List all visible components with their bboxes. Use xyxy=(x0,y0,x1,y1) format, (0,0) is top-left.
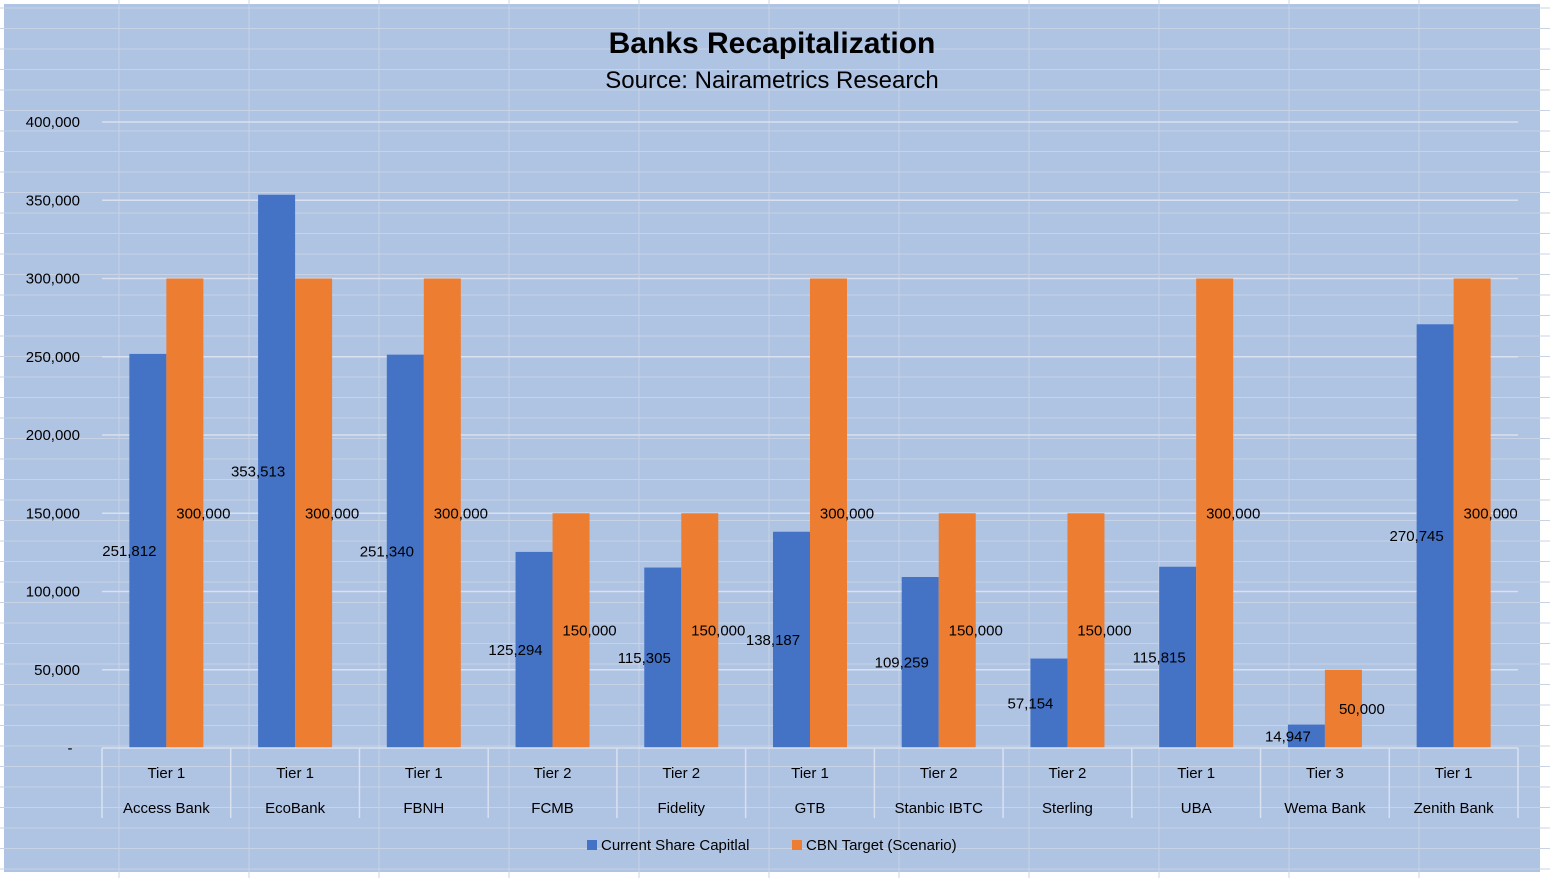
data-label: 14,947 xyxy=(1265,728,1311,745)
category-label: FBNH xyxy=(403,800,444,817)
legend-swatch xyxy=(587,840,597,850)
data-label: 109,259 xyxy=(875,655,929,672)
y-tick-label: 300,000 xyxy=(26,271,80,288)
category-label: Zenith Bank xyxy=(1414,800,1495,817)
data-label: 125,294 xyxy=(488,642,542,659)
data-label: 138,187 xyxy=(746,632,800,649)
data-label: 300,000 xyxy=(820,505,874,522)
bar-cbn-target xyxy=(166,278,204,748)
bar-cbn-target xyxy=(552,513,590,748)
category-group-label: Tier 1 xyxy=(276,765,314,782)
bar-cbn-target xyxy=(1324,669,1362,748)
data-label: 300,000 xyxy=(1206,505,1260,522)
category-group-label: Tier 1 xyxy=(791,765,829,782)
y-tick-label: - xyxy=(68,740,73,757)
data-label: 353,513 xyxy=(231,463,285,480)
y-tick-label: 200,000 xyxy=(26,427,80,444)
category-group-label: Tier 1 xyxy=(1435,765,1473,782)
x-axis: Tier 1 Access Bank Tier 1 EcoBank Tier 1 FBNH… xyxy=(101,747,1519,818)
bar-current-share-capital xyxy=(644,567,682,748)
bar-cbn-target xyxy=(1067,513,1105,748)
data-label: 270,745 xyxy=(1390,528,1444,545)
category-group-label: Tier 3 xyxy=(1306,765,1344,782)
category-group-label: Tier 2 xyxy=(920,765,958,782)
data-label: 150,000 xyxy=(1077,623,1131,640)
legend-label: Current Share Capitlal xyxy=(601,837,749,854)
data-label: 300,000 xyxy=(1464,505,1518,522)
bar-current-share-capital xyxy=(1287,724,1325,748)
y-axis: - 50,000 100,000 150,000 200,000 250,000 300,0… xyxy=(26,114,80,757)
bar-cbn-target xyxy=(810,278,847,748)
y-tick-label: 50,000 xyxy=(34,662,80,679)
category-label: Sterling xyxy=(1042,800,1093,817)
bar-cbn-target xyxy=(295,278,333,748)
bar-cbn-target xyxy=(1453,278,1491,748)
data-label: 150,000 xyxy=(691,623,745,640)
y-tick-label: 400,000 xyxy=(26,114,80,131)
category-group-label: Tier 2 xyxy=(662,765,700,782)
bar-cbn-target xyxy=(938,513,976,748)
data-label: 50,000 xyxy=(1339,701,1385,718)
data-label: 251,340 xyxy=(360,543,414,560)
bar-current-share-capital xyxy=(258,194,296,749)
data-labels: 251,812 300,000 353,513 300,000 251,340 300,0… xyxy=(102,463,1518,745)
bar-current-share-capital xyxy=(773,531,810,748)
category-label: Access Bank xyxy=(123,800,210,817)
legend: Current Share Capitlal CBN Target (Scenar… xyxy=(587,837,957,854)
bar-cbn-target xyxy=(681,513,719,748)
category-label: Stanbic IBTC xyxy=(895,800,984,817)
legend-swatch xyxy=(792,840,802,850)
bar-current-share-capital xyxy=(1159,566,1197,748)
data-label: 150,000 xyxy=(949,623,1003,640)
chart-title: Banks Recapitalization xyxy=(609,27,936,60)
data-label: 251,812 xyxy=(102,543,156,560)
bar-current-share-capital xyxy=(1416,324,1454,748)
y-tick-label: 250,000 xyxy=(26,349,80,366)
category-label: EcoBank xyxy=(265,800,326,817)
chart-subtitle: Source: Nairametrics Research xyxy=(605,67,938,94)
category-label: Wema Bank xyxy=(1284,800,1366,817)
category-group-label: Tier 2 xyxy=(534,765,572,782)
category-group-label: Tier 1 xyxy=(147,765,185,782)
data-label: 150,000 xyxy=(562,623,616,640)
data-label: 115,815 xyxy=(1133,649,1186,666)
bar-current-share-capital xyxy=(515,551,553,748)
category-group-label: Tier 1 xyxy=(1177,765,1215,782)
category-group-label: Tier 1 xyxy=(405,765,443,782)
data-label: 57,154 xyxy=(1008,695,1054,712)
data-label: 300,000 xyxy=(434,505,488,522)
data-label: 300,000 xyxy=(176,505,230,522)
y-tick-label: 350,000 xyxy=(26,192,80,209)
bar-cbn-target xyxy=(1196,278,1234,748)
category-label: GTB xyxy=(795,800,826,817)
bar-current-share-capital xyxy=(1030,658,1068,748)
y-tick-label: 150,000 xyxy=(26,505,80,522)
category-label: FCMB xyxy=(531,800,574,817)
category-label: UBA xyxy=(1181,800,1212,817)
data-label: 115,305 xyxy=(618,650,671,667)
bar-current-share-capital xyxy=(901,577,939,748)
y-tick-label: 100,000 xyxy=(26,584,80,601)
data-label: 300,000 xyxy=(305,505,359,522)
bars xyxy=(129,194,1491,749)
bar-cbn-target xyxy=(423,278,461,748)
legend-label: CBN Target (Scenario) xyxy=(806,837,957,854)
category-group-label: Tier 2 xyxy=(1049,765,1087,782)
bar-current-share-capital xyxy=(386,354,424,748)
bar-current-share-capital xyxy=(129,353,167,748)
category-label: Fidelity xyxy=(658,800,706,817)
